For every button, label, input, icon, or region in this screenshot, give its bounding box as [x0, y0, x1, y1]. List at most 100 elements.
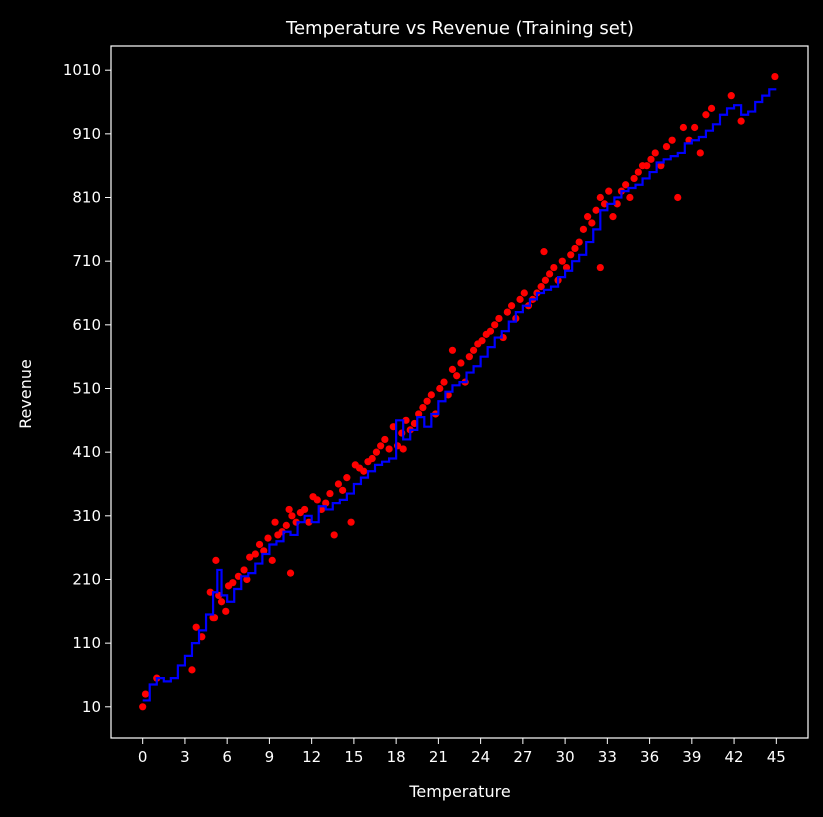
- data-point: [651, 149, 659, 157]
- data-point: [415, 410, 423, 418]
- x-tick-label: 12: [302, 748, 321, 766]
- data-point: [251, 550, 259, 558]
- data-point: [240, 566, 248, 574]
- data-point: [288, 512, 296, 520]
- data-point: [571, 244, 579, 253]
- data-point: [702, 111, 710, 119]
- y-tick-label: 610: [72, 316, 101, 334]
- x-tick-label: 45: [767, 748, 786, 766]
- data-point: [368, 454, 376, 463]
- x-tick-label: 21: [429, 748, 448, 766]
- data-point: [339, 486, 347, 494]
- chart-title: Temperature vs Revenue (Training set): [285, 18, 634, 39]
- data-point: [286, 569, 295, 577]
- y-axis-label: Revenue: [16, 359, 35, 429]
- data-point: [334, 480, 343, 488]
- data-point: [419, 403, 427, 412]
- data-point: [301, 505, 309, 514]
- data-point: [550, 263, 558, 272]
- data-point: [260, 547, 268, 555]
- data-point: [313, 496, 321, 504]
- data-point: [427, 391, 435, 399]
- data-point: [596, 193, 604, 202]
- x-tick-label: 3: [180, 748, 190, 766]
- x-tick-label: 36: [640, 748, 659, 766]
- data-point: [469, 346, 478, 354]
- x-tick-label: 6: [222, 748, 232, 766]
- y-tick-label: 10: [82, 698, 101, 716]
- data-point: [657, 162, 665, 170]
- data-point: [605, 187, 613, 195]
- x-tick-label: 39: [682, 748, 701, 766]
- data-point: [486, 327, 495, 335]
- data-point: [567, 251, 575, 259]
- point-layer: [139, 72, 779, 711]
- y-tick-label: 410: [72, 443, 101, 461]
- data-point: [634, 168, 642, 176]
- data-point: [588, 219, 596, 227]
- data-point: [210, 614, 219, 622]
- data-point: [771, 72, 779, 81]
- data-point: [377, 442, 385, 450]
- data-point: [575, 238, 583, 246]
- x-axis-ticks: 0 3 6 9 12 15 18 21 24 27 30 33 36 39 42 45: [138, 738, 786, 766]
- data-point: [347, 518, 355, 526]
- data-point: [579, 225, 588, 233]
- data-point: [229, 579, 237, 587]
- y-tick-label: 710: [72, 252, 101, 270]
- data-point: [707, 104, 716, 112]
- data-point: [192, 623, 200, 631]
- data-point: [643, 162, 651, 170]
- data-point: [737, 117, 745, 125]
- data-point: [630, 174, 638, 183]
- data-point: [399, 445, 407, 453]
- data-point: [268, 556, 276, 564]
- data-point: [139, 703, 147, 711]
- y-tick-label: 310: [72, 507, 101, 525]
- x-tick-label: 0: [138, 748, 148, 766]
- data-point: [491, 321, 499, 329]
- data-point: [596, 263, 604, 272]
- data-point: [222, 607, 230, 615]
- data-point: [495, 314, 503, 323]
- data-point: [188, 666, 196, 674]
- data-point: [516, 295, 524, 303]
- y-tick-label: 810: [72, 189, 101, 207]
- data-point: [457, 359, 465, 367]
- data-point: [465, 353, 473, 361]
- fitted-line: [142, 88, 777, 702]
- data-point: [246, 553, 254, 561]
- data-point: [381, 435, 389, 444]
- data-point: [609, 213, 617, 221]
- data-point: [326, 489, 334, 498]
- data-point: [440, 378, 448, 386]
- data-point: [264, 534, 272, 542]
- data-point: [385, 445, 393, 453]
- data-point: [622, 181, 630, 189]
- data-point: [448, 365, 457, 374]
- data-point: [398, 429, 406, 437]
- data-point: [282, 521, 290, 529]
- data-point: [372, 448, 381, 456]
- data-point: [141, 690, 150, 698]
- data-point: [255, 540, 264, 549]
- data-point: [647, 155, 655, 163]
- data-point: [546, 270, 554, 278]
- data-point: [727, 92, 735, 100]
- x-tick-label: 24: [471, 748, 490, 766]
- data-point: [668, 136, 676, 144]
- data-point: [537, 283, 545, 291]
- x-tick-label: 33: [598, 748, 617, 766]
- data-point: [674, 193, 682, 202]
- y-tick-label: 1010: [63, 61, 101, 79]
- data-point: [448, 346, 457, 354]
- data-point: [423, 397, 431, 405]
- data-point: [478, 337, 486, 345]
- data-point: [691, 123, 699, 132]
- data-point: [322, 499, 330, 507]
- data-point: [626, 193, 634, 202]
- data-point: [696, 149, 704, 157]
